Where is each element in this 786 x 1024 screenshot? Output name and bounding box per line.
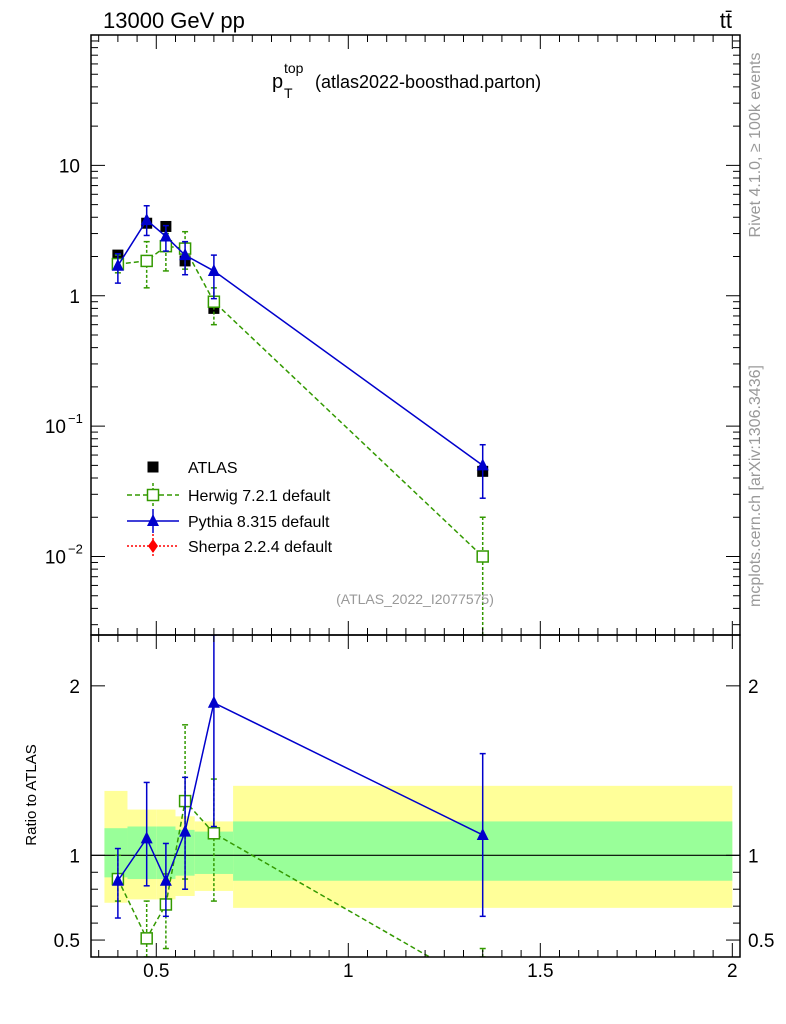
y-tick-label-exponent: −2 <box>68 542 83 557</box>
herwig-point <box>476 550 489 563</box>
ratio-axes: 0.5 0.5 1 1 2 2 0.5 1 1.5 2 <box>54 635 774 982</box>
rivet-label: Rivet 4.1.0, ≥ 100k events <box>747 53 764 238</box>
watermark: (ATLAS_2022_I2077575) <box>336 591 494 607</box>
legend-herwig-marker <box>146 488 160 502</box>
pythia-point <box>111 258 124 271</box>
pythia-line <box>117 219 484 466</box>
header-right: tt̄ <box>720 8 732 33</box>
y-tick-label: 1 <box>69 287 80 308</box>
ratio-pythia-point <box>207 695 220 708</box>
ratio-panel: 0.5 0.5 1 1 2 2 0.5 1 1.5 2 <box>54 634 774 982</box>
x-tick-label: 1.5 <box>527 961 553 982</box>
legend-pythia-marker <box>147 514 159 526</box>
ratio-y-tick-label-left: 0.5 <box>54 931 80 952</box>
legend: ATLAS Herwig 7.2.1 default Pythia 8.315 de… <box>127 460 333 558</box>
ratio-pythia-point <box>159 873 172 886</box>
ratio-band-inner <box>104 828 128 878</box>
main-marks <box>111 205 489 636</box>
header-left: 13000 GeV pp <box>103 8 245 33</box>
mcplots-label: mcplots.cern.ch [arXiv:1306.3436] <box>747 365 764 607</box>
plot-title: p T top (atlas2022-boosthad.parton) <box>272 60 541 101</box>
x-tick-label: 0.5 <box>143 961 169 982</box>
ratio-y-tick-label-right: 0.5 <box>748 931 774 952</box>
ratio-pythia-point <box>179 824 192 837</box>
ratio-pythia-point <box>476 827 489 840</box>
legend-sherpa-marker <box>148 539 158 553</box>
legend-label: Pythia 8.315 default <box>188 514 330 531</box>
ratio-herwig-point <box>207 827 221 840</box>
x-tick-label: 2 <box>727 961 738 982</box>
ratio-y-tick-label-right: 1 <box>748 846 759 867</box>
y-tick-label-exponent: −1 <box>68 411 83 426</box>
pythia-point <box>179 248 192 261</box>
y-tick-label: 10 <box>45 417 66 438</box>
y-tick-label: 10 <box>45 548 66 569</box>
ratio-pythia-point <box>140 831 153 844</box>
ratio-ylabel: Ratio to ATLAS <box>23 744 40 845</box>
pythia-point <box>159 229 172 242</box>
ratio-pythia-point <box>111 873 124 886</box>
y-tick-label: 10 <box>59 156 80 177</box>
ratio-frame <box>90 634 741 958</box>
title-rest: (atlas2022-boosthad.parton) <box>315 72 541 92</box>
ratio-y-tick-label-right: 2 <box>748 677 759 698</box>
ratio-marks <box>111 635 489 957</box>
legend-label: ATLAS <box>188 460 238 477</box>
ratio-y-tick-label-left: 1 <box>69 846 80 867</box>
ratio-herwig-point <box>140 932 153 945</box>
herwig-line <box>117 245 484 558</box>
x-tick-label: 1 <box>343 961 354 982</box>
ratio-band-inner <box>127 826 157 880</box>
ratio-y-tick-label-left: 2 <box>69 677 80 698</box>
title-sub: T <box>284 85 293 101</box>
legend-atlas-marker <box>147 461 159 473</box>
pythia-point <box>207 263 220 276</box>
legend-label: Herwig 7.2.1 default <box>188 488 331 505</box>
ratio-herwig-line <box>117 799 432 957</box>
title-sup: top <box>284 60 304 76</box>
pythia-point <box>140 213 153 226</box>
ratio-pythia-line <box>117 701 484 883</box>
legend-label: Sherpa 2.2.4 default <box>188 539 333 556</box>
title-main: p <box>272 71 283 93</box>
pythia-point <box>476 458 489 471</box>
herwig-point <box>140 254 153 268</box>
